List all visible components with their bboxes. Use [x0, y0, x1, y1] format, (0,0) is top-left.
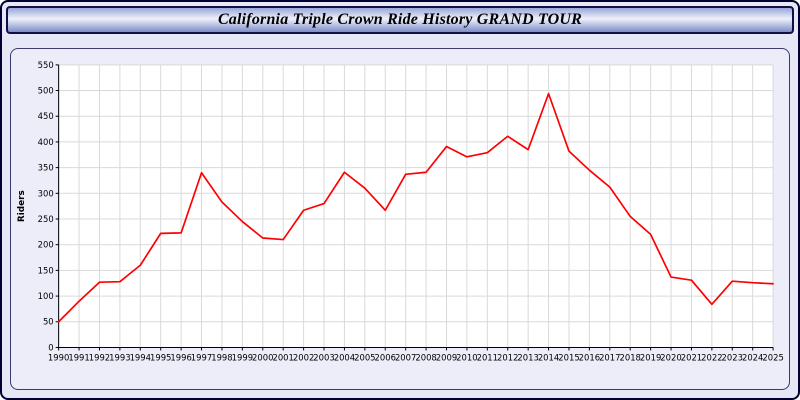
chart-title-bar: California Triple Crown Ride History GRA… — [6, 6, 794, 34]
x-tick-label: 2015 — [558, 352, 579, 362]
y-tick-label: 450 — [38, 111, 54, 121]
x-tick-label: 2019 — [640, 352, 661, 362]
x-tick-label: 2003 — [313, 352, 334, 362]
x-tick-label: 2005 — [354, 352, 375, 362]
ride-history-line — [57, 92, 774, 323]
x-tick-label: 2000 — [252, 352, 273, 362]
x-tick-label: 1997 — [191, 352, 212, 362]
plot-area — [58, 64, 774, 348]
x-tick-label: 2020 — [660, 352, 681, 362]
x-tick-label: 2013 — [517, 352, 538, 362]
x-tick-label: 1999 — [232, 352, 253, 362]
y-tick-label: 100 — [38, 291, 54, 301]
x-tick-label: 2001 — [272, 352, 293, 362]
y-tick-label: 150 — [38, 265, 54, 275]
y-tick-label: 200 — [38, 240, 54, 250]
y-tick-label: 50 — [43, 317, 54, 327]
x-tick-label: 2006 — [375, 352, 396, 362]
x-tick-label: 2017 — [599, 352, 620, 362]
x-tick-label: 2018 — [619, 352, 640, 362]
y-tick-label: 300 — [38, 188, 54, 198]
x-tick-label: 1991 — [68, 352, 89, 362]
y-tick-label: 400 — [38, 137, 54, 147]
chart-container: 0 50 100 150 200 250 300 350 400 450 500 550 1990 199… — [10, 48, 790, 390]
x-tick-label: 2025 — [762, 352, 783, 362]
x-tick-label: 1993 — [109, 352, 130, 362]
x-tick-label: 1994 — [130, 352, 151, 362]
y-axis-label: Riders — [17, 190, 27, 222]
x-tick-label: 1992 — [89, 352, 110, 362]
x-tick-label: 2023 — [722, 352, 743, 362]
y-tick-label: 0 — [48, 342, 53, 352]
x-tick-label: 2002 — [293, 352, 314, 362]
x-tick-label: 2021 — [681, 352, 702, 362]
x-tick-label: 2012 — [497, 352, 518, 362]
x-tick-label: 2011 — [477, 352, 498, 362]
y-tick-label: 550 — [38, 60, 54, 70]
x-tick-label: 1996 — [170, 352, 191, 362]
x-tick-label: 1995 — [150, 352, 171, 362]
x-tick-label: 2022 — [701, 352, 722, 362]
x-tick-label: 2009 — [436, 352, 457, 362]
x-tick-label: 1998 — [211, 352, 232, 362]
x-tick-label: 2008 — [415, 352, 436, 362]
x-tick-label: 2010 — [456, 352, 477, 362]
y-tick-label: 350 — [38, 163, 54, 173]
x-tick-label: 2016 — [579, 352, 600, 362]
x-tick-label: 2004 — [334, 352, 355, 362]
x-tick-label: 1990 — [48, 352, 69, 362]
riders-line-chart: 0501001502002503003504004505005501990199… — [17, 60, 784, 362]
x-tick-label: 2007 — [395, 352, 416, 362]
x-tick-label: 2024 — [742, 352, 763, 362]
page-title: California Triple Crown Ride History GRA… — [217, 11, 583, 28]
x-tick-label: 2014 — [538, 352, 559, 362]
y-tick-label: 250 — [38, 214, 54, 224]
y-tick-label: 500 — [38, 86, 54, 96]
